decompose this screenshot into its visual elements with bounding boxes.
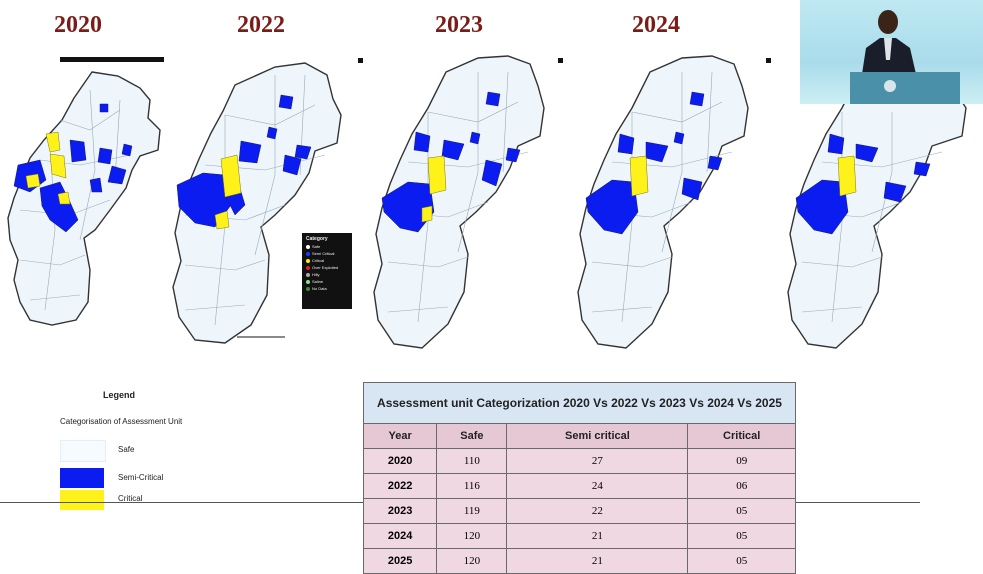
legend-swatch-semi-critical bbox=[60, 468, 104, 488]
header-semi-critical: Semi critical bbox=[506, 423, 689, 449]
mini-legend-label: Saline bbox=[312, 279, 324, 284]
cell-safe: 116 bbox=[436, 473, 508, 499]
header-critical: Critical bbox=[687, 423, 796, 449]
table-caption: Assessment unit Categorization 2020 Vs 2… bbox=[363, 382, 796, 424]
mini-legend-label: Over Exploited bbox=[312, 265, 339, 270]
table-row: 2024 120 21 05 bbox=[362, 523, 796, 549]
cell-safe: 110 bbox=[436, 448, 508, 474]
table-header-row: Year Safe Semi critical Critical bbox=[362, 423, 796, 449]
cell-safe: 120 bbox=[436, 523, 508, 549]
table-row: 2022 116 24 06 bbox=[362, 473, 796, 499]
legend-label-semi-critical: Semi-Critical bbox=[118, 473, 164, 482]
table-row: 2023 119 22 05 bbox=[362, 498, 796, 524]
cell-year: 2023 bbox=[362, 498, 438, 524]
mini-legend-item: Safe bbox=[306, 244, 348, 249]
webcam-video bbox=[800, 0, 983, 104]
cell-year: 2024 bbox=[362, 523, 438, 549]
mini-legend-item: Over Exploited bbox=[306, 265, 348, 270]
cell-critical: 05 bbox=[687, 548, 796, 574]
cell-semi-critical: 24 bbox=[506, 473, 689, 499]
map-2022 bbox=[172, 62, 342, 344]
mini-legend-label: Semi Critical bbox=[312, 251, 335, 256]
year-title-2020: 2020 bbox=[54, 12, 102, 38]
header-year: Year bbox=[362, 423, 438, 449]
cell-critical: 05 bbox=[687, 523, 796, 549]
legend-label-critical: Critical bbox=[118, 494, 143, 503]
mini-legend-item: No Data bbox=[306, 286, 348, 291]
legend-label-safe: Safe bbox=[118, 445, 135, 454]
year-title-2024: 2024 bbox=[632, 12, 680, 38]
mini-legend-title: Category bbox=[306, 236, 328, 242]
map-2020 bbox=[7, 71, 161, 326]
mini-legend-label: Hilly bbox=[312, 272, 320, 277]
legend-swatch-critical bbox=[60, 490, 104, 510]
table-row: 2025 120 21 05 bbox=[362, 548, 796, 574]
mini-legend: Category Safe Semi Critical Critical Ove… bbox=[302, 233, 352, 309]
cell-semi-critical: 22 bbox=[506, 498, 689, 524]
legend-subtitle: Categorisation of Assessment Unit bbox=[60, 417, 183, 426]
mini-legend-item: Saline bbox=[306, 279, 348, 284]
cell-year: 2022 bbox=[362, 473, 438, 499]
map-2025 bbox=[787, 55, 967, 349]
cell-safe: 119 bbox=[436, 498, 508, 524]
cell-semi-critical: 21 bbox=[506, 523, 689, 549]
marker bbox=[358, 58, 363, 63]
year-title-2023: 2023 bbox=[435, 12, 483, 38]
mini-legend-label: No Data bbox=[312, 286, 327, 291]
year-title-2022: 2022 bbox=[237, 12, 285, 38]
table-row: 2020 110 27 09 bbox=[362, 448, 796, 474]
cell-critical: 09 bbox=[687, 448, 796, 474]
mini-legend-item: Semi Critical bbox=[306, 251, 348, 256]
header-safe: Safe bbox=[436, 423, 508, 449]
legend-swatch-safe bbox=[60, 440, 106, 462]
cell-critical: 06 bbox=[687, 473, 796, 499]
cell-year: 2025 bbox=[362, 548, 438, 574]
mini-legend-label: Safe bbox=[312, 244, 321, 249]
cell-year: 2020 bbox=[362, 448, 438, 474]
underline-bar bbox=[60, 57, 164, 62]
mini-legend-label: Critical bbox=[312, 258, 325, 263]
cell-critical: 05 bbox=[687, 498, 796, 524]
cell-semi-critical: 27 bbox=[506, 448, 689, 474]
marker bbox=[558, 58, 563, 63]
legend-title: Legend bbox=[103, 390, 136, 400]
marker bbox=[766, 58, 771, 63]
cell-safe: 120 bbox=[436, 548, 508, 574]
mini-legend-item: Critical bbox=[306, 258, 348, 263]
cell-semi-critical: 21 bbox=[506, 548, 689, 574]
presenter-image bbox=[850, 10, 960, 104]
map-2024 bbox=[577, 55, 749, 349]
mini-legend-item: Hilly bbox=[306, 272, 348, 277]
assessment-table: Assessment unit Categorization 2020 Vs 2… bbox=[362, 382, 796, 574]
map-2023 bbox=[373, 55, 545, 349]
